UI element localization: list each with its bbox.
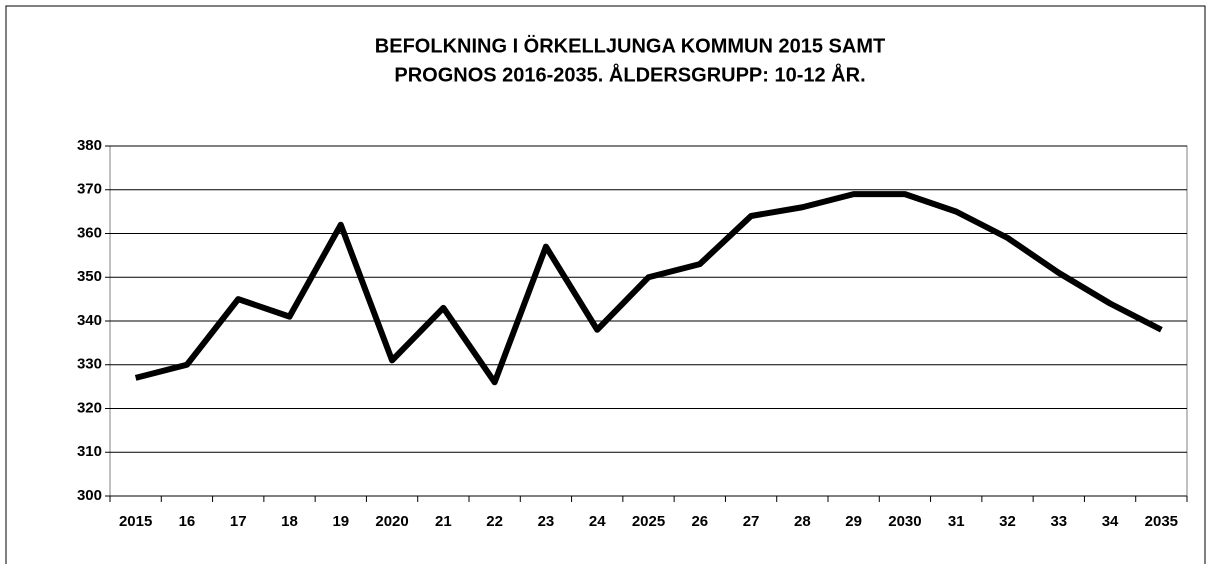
- x-tick-label: 33: [1050, 513, 1067, 530]
- x-tick-label: 34: [1102, 513, 1119, 530]
- y-tick-label: 340: [77, 312, 102, 329]
- x-tick-label: 29: [845, 513, 862, 530]
- x-tick-label: 27: [743, 513, 760, 530]
- x-tick-label: 2020: [375, 513, 408, 530]
- x-tick-label: 32: [999, 513, 1016, 530]
- frame: [5, 5, 1206, 564]
- x-tick-label: 21: [435, 513, 452, 530]
- x-tick-label: 16: [179, 513, 196, 530]
- x-tick-label: 18: [281, 513, 298, 530]
- x-tick-label: 22: [486, 513, 503, 530]
- x-tick-label: 2035: [1145, 513, 1178, 530]
- x-tick-label: 26: [691, 513, 708, 530]
- chart-title: PROGNOS 2016-2035. ÅLDERSGRUPP: 10-12 ÅR…: [394, 62, 865, 86]
- x-tick-label: 2030: [888, 513, 921, 530]
- y-tick-label: 300: [77, 487, 102, 504]
- x-tick-label: 23: [538, 513, 555, 530]
- x-tick-label: 17: [230, 513, 247, 530]
- y-tick-label: 330: [77, 356, 102, 373]
- y-tick-label: 360: [77, 224, 102, 241]
- y-tick-label: 370: [77, 181, 102, 198]
- x-tick-label: 2015: [119, 513, 152, 530]
- chart-title: BEFOLKNING I ÖRKELLJUNGA KOMMUN 2015 SAM…: [375, 34, 885, 57]
- x-tick-label: 19: [332, 513, 349, 530]
- x-tick-label: 2025: [632, 513, 665, 530]
- y-tick-label: 350: [77, 268, 102, 285]
- x-tick-label: 24: [589, 513, 606, 530]
- y-tick-label: 320: [77, 399, 102, 416]
- x-tick-label: 31: [948, 513, 965, 530]
- y-tick-label: 310: [77, 443, 102, 460]
- y-tick-label: 380: [77, 137, 102, 154]
- x-tick-label: 28: [794, 513, 811, 530]
- data-line: [134, 191, 1163, 386]
